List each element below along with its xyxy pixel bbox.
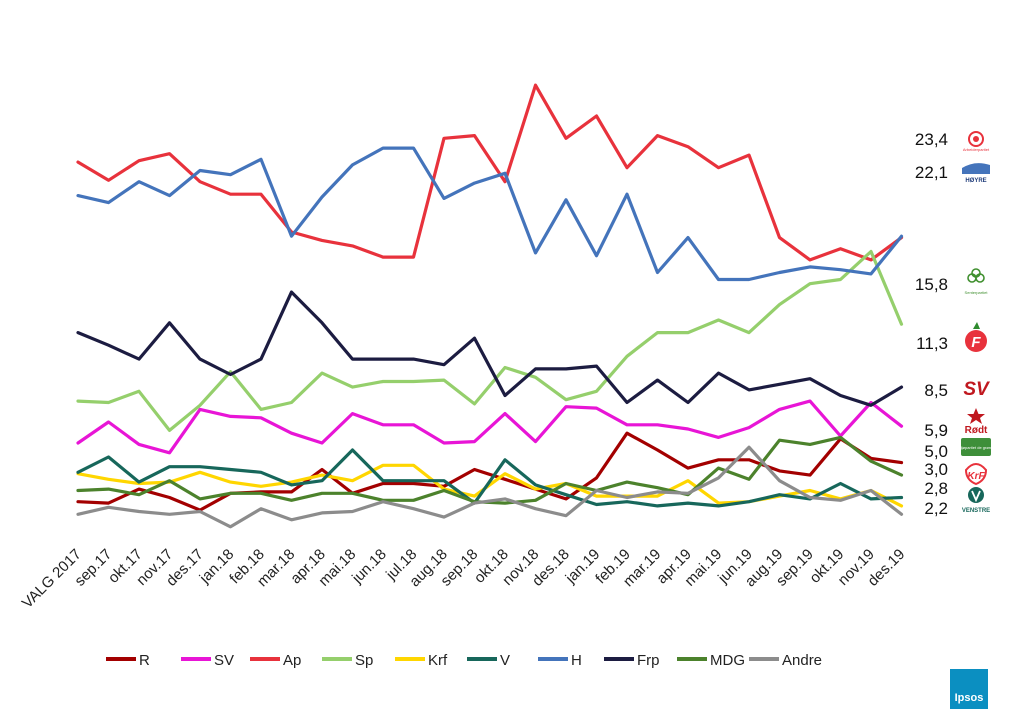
- series-line-sv: [76, 399, 904, 455]
- end-value-label: 11,3: [916, 334, 948, 353]
- legend-label-ap: Ap: [283, 652, 301, 669]
- end-value-label: 15,8: [915, 275, 948, 294]
- end-value-label: 8,5: [924, 381, 948, 400]
- logo-text-v: VENSTRE: [962, 508, 990, 514]
- logo-text-mdg: miljøpartiet de grønne: [957, 445, 997, 450]
- end-value-label: 22,1: [915, 163, 948, 182]
- clover-icon: Senterpartiet: [965, 268, 989, 295]
- series-line-ap: [76, 83, 904, 262]
- series-line-h: [76, 146, 904, 282]
- end-value-label: 3,0: [924, 460, 948, 479]
- hoyre-logo: HØYRE: [962, 163, 990, 184]
- end-value-labels: 23,4 22,1 15,8 11,3 8,5 5,9 5,03,02,82,2: [915, 130, 948, 518]
- ipsos-logo: Ipsos: [950, 669, 988, 709]
- logo-text-h: HØYRE: [965, 178, 986, 184]
- frp-logo: F: [965, 322, 987, 352]
- logo-text-frp: F: [971, 334, 981, 351]
- legend: R SV Ap Sp Krf V H Frp MDG Andre: [106, 652, 822, 669]
- end-value-label: 5,9: [924, 421, 948, 440]
- legend-label-frp: Frp: [637, 652, 660, 669]
- rose-icon: Arbeiderpartiet: [963, 131, 990, 152]
- legend-label-v: V: [500, 652, 510, 669]
- venstre-logo: VENSTRE: [962, 487, 990, 514]
- sv-logo: SV: [963, 379, 990, 400]
- star-icon: Rødt: [965, 408, 988, 436]
- series-line-v: [76, 448, 904, 508]
- mdg-logo: miljøpartiet de grønne: [957, 438, 997, 456]
- legend-label-h: H: [571, 652, 582, 669]
- series-line-frp: [76, 290, 904, 407]
- series-lines: [76, 83, 904, 529]
- logo-text-ap: Arbeiderpartiet: [963, 147, 990, 152]
- x-tick-label: jun.18: [348, 546, 390, 588]
- legend-label-krf: Krf: [428, 652, 448, 669]
- legend-label-mdg: MDG: [710, 652, 745, 669]
- legend-label-r: R: [139, 652, 150, 669]
- legend-label-andre: Andre: [782, 652, 822, 669]
- x-axis-tick-labels: VALG 2017sep.17okt.17nov.17des.17jan.18f…: [19, 546, 909, 612]
- end-value-label: 2,2: [924, 499, 948, 518]
- legend-label-sv: SV: [214, 652, 234, 669]
- legend-label-sp: Sp: [355, 652, 373, 669]
- party-logos: Arbeiderpartiet HØYRE Senterpartiet F SV…: [957, 131, 997, 514]
- end-value-label: 2,8: [924, 479, 948, 498]
- krf-logo: KrF: [964, 463, 988, 486]
- series-line-sp: [76, 249, 904, 432]
- series-line-andre: [76, 445, 904, 529]
- end-value-label: 23,4: [915, 130, 948, 149]
- logo-text-sp: Senterpartiet: [965, 290, 989, 295]
- logo-text-krf: KrF: [967, 471, 985, 482]
- logo-text-r: Rødt: [965, 425, 988, 436]
- end-value-label: 5,0: [924, 442, 948, 461]
